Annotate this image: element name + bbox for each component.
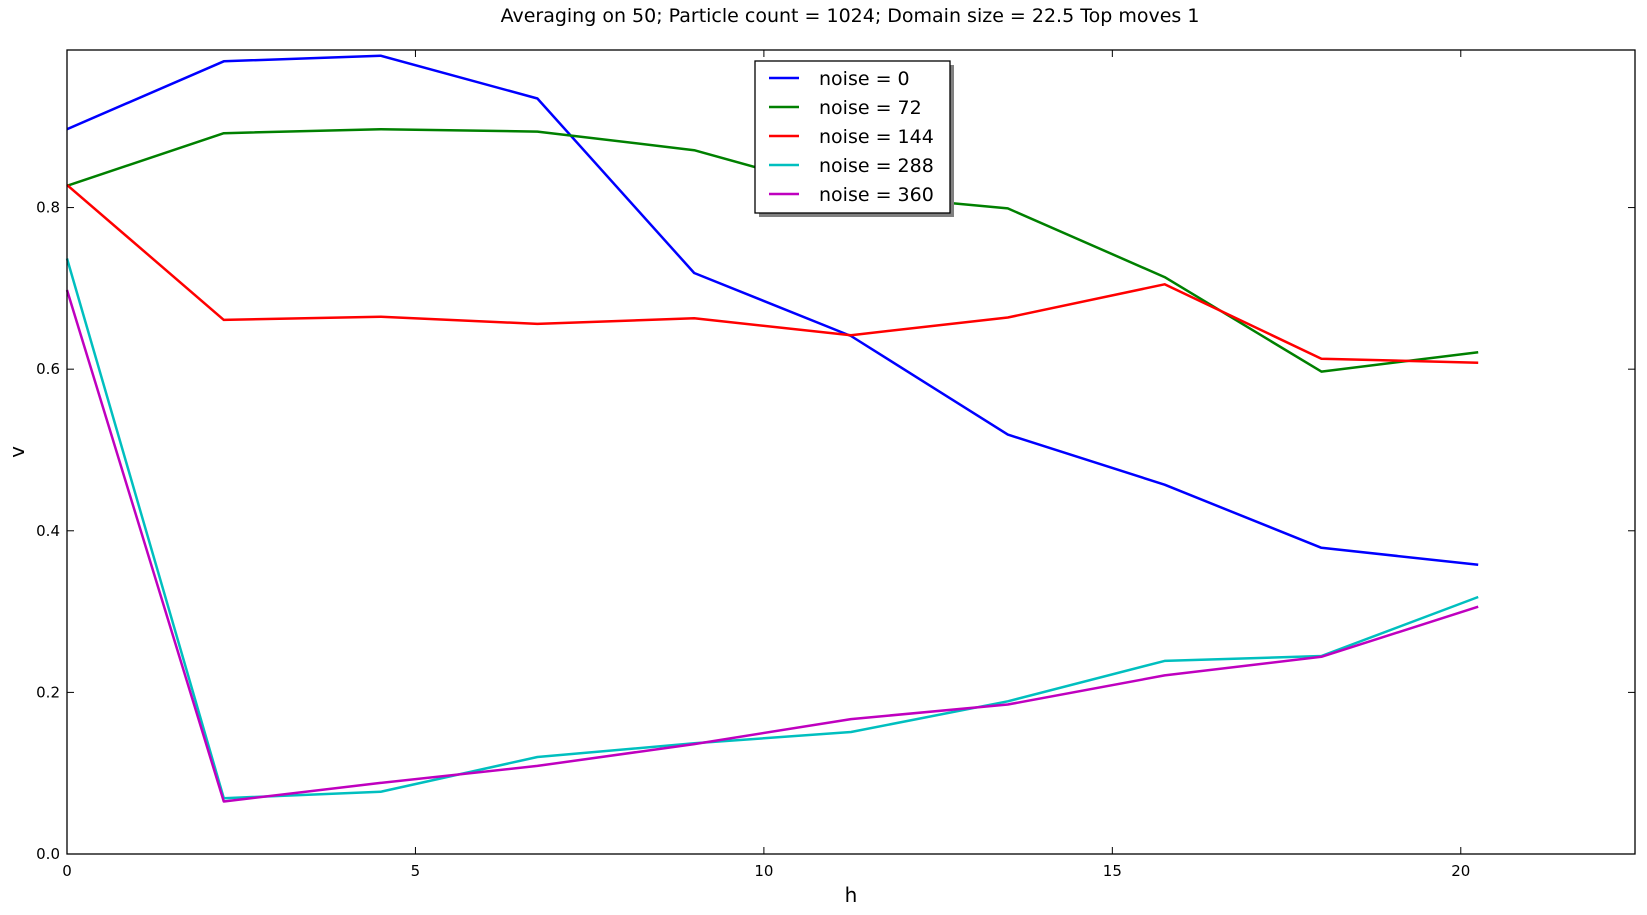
- x-tick-label: 5: [411, 862, 421, 880]
- series-line-5: [65, 289, 1479, 803]
- plot-lines: [65, 54, 1479, 803]
- x-tick-label: 20: [1451, 862, 1470, 880]
- x-tick-label: 0: [62, 862, 72, 880]
- x-axis-label: h: [845, 883, 858, 907]
- y-tick-label: 0.4: [36, 522, 60, 540]
- plot-frame: [66, 49, 1636, 855]
- series-line-4: [65, 258, 1479, 800]
- x-tick-label: 10: [754, 862, 773, 880]
- legend-entries: noise = 0 noise = 72 noise = 144 noise = 28…: [769, 68, 934, 206]
- series-line-3: [66, 183, 1479, 364]
- y-tick-label: 0.8: [36, 199, 60, 217]
- y-tick-label: 0.0: [36, 845, 60, 863]
- axis-ticks: 0 5 10 15 20 0.0 0.2 0.4 0.6 0.8: [36, 50, 1635, 880]
- y-tick-label: 0.6: [36, 360, 60, 378]
- x-tick-label: 15: [1103, 862, 1122, 880]
- legend-label-2: noise = 72: [819, 97, 922, 119]
- legend-label-5: noise = 360: [819, 184, 934, 206]
- chart-title: Averaging on 50; Particle count = 1024; …: [501, 5, 1200, 27]
- legend-label-3: noise = 144: [819, 126, 934, 148]
- y-tick-label: 0.2: [36, 683, 60, 701]
- legend-label-4: noise = 288: [819, 155, 934, 177]
- legend: noise = 0 noise = 72 noise = 144 noise = 28…: [754, 60, 954, 217]
- y-axis-label: v: [5, 446, 29, 458]
- series-line-1: [66, 54, 1479, 566]
- legend-label-1: noise = 0: [819, 68, 910, 90]
